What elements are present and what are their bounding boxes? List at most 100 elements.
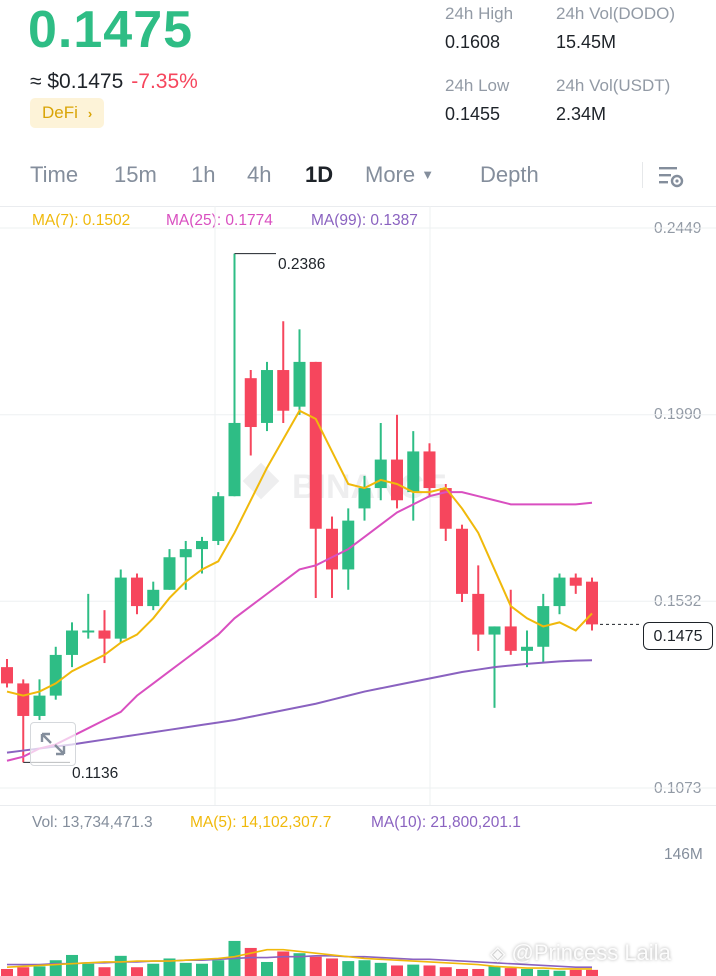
approx-usd-price: ≈ $0.1475 -7.35% (30, 70, 198, 94)
volume-bar (33, 966, 46, 976)
candle-body (49, 654, 62, 696)
ma7-legend: MA(7): 0.1502 (32, 212, 131, 229)
last-price: 0.1475 (28, 1, 194, 59)
volume-bar (586, 969, 598, 976)
volume-bar (147, 963, 160, 976)
candle-body (277, 370, 290, 411)
expand-icon[interactable] (30, 722, 76, 766)
tab-15m[interactable]: 15m (114, 162, 157, 187)
volume-bar (504, 968, 517, 976)
volume-bar (66, 954, 78, 976)
volume-bar (212, 960, 225, 976)
volume-bar (277, 951, 290, 976)
candle-body (147, 589, 160, 607)
approx-usd-value: ≈ $0.1475 (30, 70, 124, 93)
volume-ma10-legend: MA(10): 21,800,201.1 (371, 814, 521, 831)
candle-body (1, 667, 13, 684)
candle-body (521, 646, 533, 651)
current-price-tag: 0.1475 (643, 622, 713, 650)
candle-body (196, 540, 208, 550)
ma25-line (6, 491, 593, 762)
volume-bar (472, 968, 485, 976)
candle-body (586, 581, 598, 625)
volume-bar (49, 960, 62, 976)
volume-bar (163, 958, 176, 976)
candle-body (163, 557, 176, 590)
tab-more-label: More (365, 162, 416, 187)
high-marker-label: 0.2386 (278, 256, 326, 273)
candle-body (212, 496, 225, 541)
candle-body (293, 361, 306, 407)
candle-body (82, 630, 95, 633)
caret-down-icon: ▼ (421, 167, 435, 182)
tab-1d[interactable]: 1D (305, 162, 334, 187)
volume-bar (537, 969, 550, 976)
candlestick-chart[interactable]: BINANCE (0, 206, 716, 806)
candle-body (423, 451, 436, 489)
candle-body (131, 577, 143, 607)
volume-ma5-line (6, 948, 592, 970)
stat-vol-quote-label: 24h Vol(USDT) (556, 76, 671, 95)
volume-bar (569, 969, 582, 976)
volume-separator (0, 805, 716, 806)
user-watermark-text: @Princess Laila (511, 940, 671, 965)
candle-body (261, 370, 273, 423)
category-tag-label: DeFi (42, 103, 78, 122)
volume-chart[interactable] (0, 836, 716, 976)
user-watermark: ◈ @Princess Laila (490, 940, 671, 966)
volume-bar (391, 965, 403, 976)
volume-bar (98, 967, 111, 976)
candle-body (66, 630, 78, 655)
candle-body (244, 378, 257, 428)
volume-bar (326, 958, 338, 976)
chart-settings-icon[interactable] (658, 165, 684, 189)
tab-4h[interactable]: 4h (247, 162, 272, 187)
candle-body (326, 528, 338, 570)
stat-high-value: 0.1608 (445, 32, 501, 52)
candle-body (309, 361, 322, 529)
candle-body (358, 488, 371, 509)
tab-more[interactable]: More ▼ (365, 162, 434, 188)
diamond-icon: ◈ (490, 943, 506, 965)
candle-body (98, 630, 111, 639)
tab-time[interactable]: Time (30, 162, 79, 187)
candle-body (17, 683, 30, 716)
chevron-right-icon: › (87, 106, 93, 121)
volume-bar (407, 964, 420, 976)
volume-bar (488, 966, 501, 976)
candle-body (407, 451, 420, 493)
stat-low-label: 24h Low (445, 76, 510, 95)
volume-bar (1, 968, 13, 976)
volume-bar (456, 968, 468, 976)
volume-bar (553, 970, 566, 976)
stat-vol-quote-value: 2.34M (556, 104, 607, 124)
change-percent: -7.35% (131, 70, 198, 93)
ma99-line (6, 659, 593, 754)
volume-bar (82, 963, 95, 976)
tab-depth[interactable]: Depth (480, 162, 539, 187)
candle-body (228, 422, 241, 497)
volume-bar (244, 947, 257, 976)
candle-body (504, 626, 517, 651)
volume-bar (309, 956, 322, 976)
volume-bar (179, 962, 192, 976)
volume-bar (196, 963, 208, 976)
ma7-line (6, 409, 593, 697)
stat-vol-base-value: 15.45M (556, 32, 617, 52)
volume-ma10-line (7, 955, 592, 969)
volume-axis-tick: 146M (664, 846, 703, 863)
stat-low-value: 0.1455 (445, 104, 501, 124)
stat-high-label: 24h High (445, 4, 514, 23)
tab-1h[interactable]: 1h (191, 162, 216, 187)
volume-bar (114, 955, 127, 976)
candle-body (569, 577, 582, 586)
volume-bar (374, 962, 387, 976)
candle-body (33, 695, 46, 716)
ma25-legend: MA(25): 0.1774 (166, 212, 273, 229)
candle-body (472, 593, 485, 635)
volume-bar (293, 953, 306, 976)
volume-bar (423, 965, 436, 976)
category-tag[interactable]: DeFi › (30, 98, 105, 128)
volume-bar (17, 967, 30, 976)
volume-legend: Vol: 13,734,471.3 (32, 814, 153, 831)
